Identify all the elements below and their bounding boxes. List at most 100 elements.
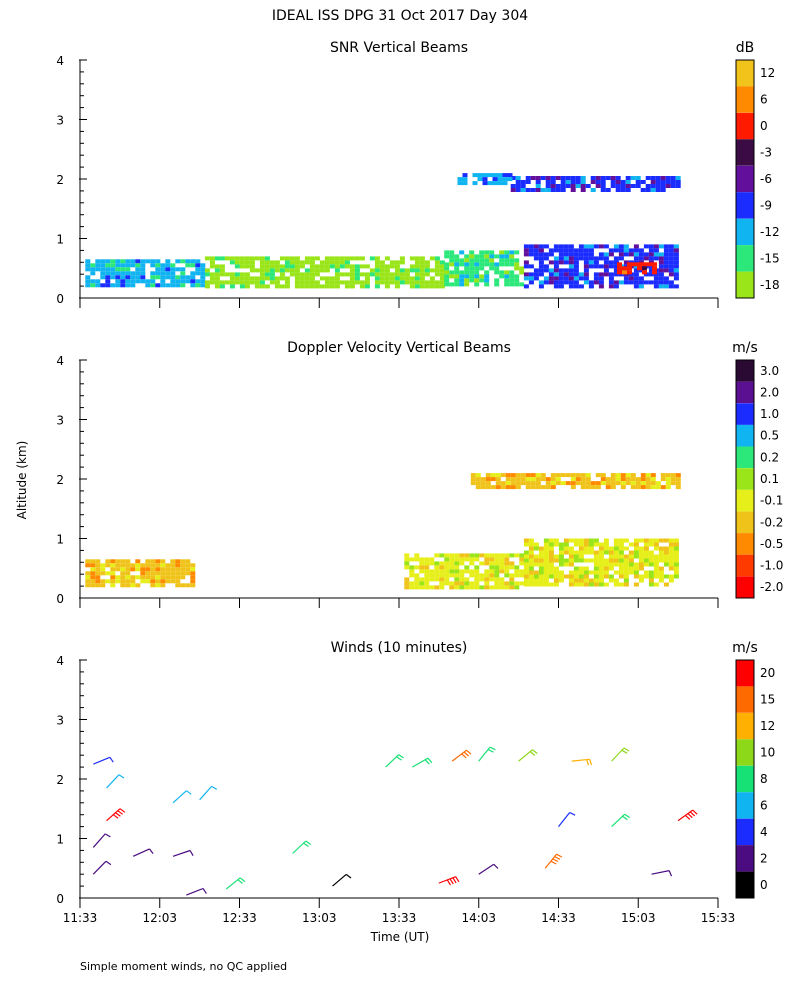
heatmap-cell bbox=[638, 562, 644, 567]
heatmap-cell bbox=[449, 553, 455, 558]
y-tick-label: 4 bbox=[56, 654, 64, 668]
heatmap-cell bbox=[204, 280, 210, 285]
heatmap-cell bbox=[650, 481, 656, 486]
heatmap-cell bbox=[528, 566, 534, 571]
heatmap-cell bbox=[319, 276, 325, 281]
heatmap-cell bbox=[588, 284, 594, 289]
heatmap-cell bbox=[514, 569, 520, 574]
heatmap-cell bbox=[588, 542, 594, 547]
heatmap-cell bbox=[110, 271, 116, 276]
heatmap-cell bbox=[90, 575, 96, 580]
heatmap-cell bbox=[459, 573, 465, 578]
heatmap-cell bbox=[115, 567, 121, 572]
heatmap-cell bbox=[504, 557, 510, 562]
heatmap-cell bbox=[264, 256, 270, 261]
heatmap-cell bbox=[595, 485, 601, 490]
heatmap-cell bbox=[663, 256, 669, 261]
heatmap-cell bbox=[170, 283, 176, 288]
heatmap-cell bbox=[573, 578, 579, 583]
colorbar-swatch bbox=[736, 381, 754, 404]
heatmap-cell bbox=[643, 550, 649, 555]
heatmap-cell bbox=[633, 538, 639, 543]
heatmap-cell bbox=[479, 561, 485, 566]
heatmap-cell bbox=[419, 264, 425, 269]
heatmap-cell bbox=[633, 542, 639, 547]
heatmap-cell bbox=[180, 575, 186, 580]
heatmap-cell bbox=[499, 254, 505, 259]
heatmap-cell bbox=[489, 577, 495, 582]
heatmap-cell bbox=[548, 550, 554, 555]
heatmap-cell bbox=[439, 553, 445, 558]
heatmap-cell bbox=[170, 567, 176, 572]
heatmap-cell bbox=[645, 485, 651, 490]
heatmap-cell bbox=[379, 280, 385, 285]
heatmap-cell bbox=[419, 284, 425, 289]
heatmap-cell bbox=[598, 570, 604, 575]
colorbar-label: -2.0 bbox=[760, 580, 783, 594]
heatmap-cell bbox=[90, 567, 96, 572]
heatmap-cell bbox=[583, 546, 589, 551]
heatmap-cell bbox=[520, 481, 526, 486]
heatmap-cell bbox=[563, 252, 569, 257]
heatmap-cell bbox=[553, 260, 559, 265]
heatmap-cell bbox=[563, 260, 569, 265]
barb-flag bbox=[550, 860, 557, 865]
heatmap-cell bbox=[259, 264, 265, 269]
barb-shaft bbox=[172, 790, 187, 804]
heatmap-cell bbox=[469, 266, 475, 271]
heatmap-cell bbox=[648, 582, 654, 587]
heatmap-cell bbox=[480, 485, 486, 490]
heatmap-cell bbox=[110, 267, 116, 272]
heatmap-cell bbox=[499, 274, 505, 279]
y-tick-label: 2 bbox=[56, 473, 64, 487]
heatmap-cell bbox=[424, 569, 430, 574]
heatmap-cell bbox=[668, 538, 674, 543]
heatmap-cell bbox=[229, 280, 235, 285]
heatmap-cell bbox=[214, 276, 220, 281]
barb-flag bbox=[624, 813, 630, 819]
heatmap-cell bbox=[625, 184, 631, 188]
heatmap-cell bbox=[648, 256, 654, 261]
heatmap-cell bbox=[429, 561, 435, 566]
heatmap-cell bbox=[374, 272, 380, 277]
heatmap-cell bbox=[224, 272, 230, 277]
heatmap-cell bbox=[652, 266, 657, 271]
heatmap-cell bbox=[409, 264, 415, 269]
heatmap-cell bbox=[150, 271, 156, 276]
heatmap-cell bbox=[125, 567, 131, 572]
heatmap-cell bbox=[444, 250, 450, 255]
heatmap-cell bbox=[658, 566, 664, 571]
heatmap-cell bbox=[608, 284, 614, 289]
heatmap-cell bbox=[648, 538, 654, 543]
heatmap-cell bbox=[608, 272, 614, 277]
heatmap-cell bbox=[515, 473, 521, 478]
barb-shaft bbox=[106, 808, 121, 822]
heatmap-cell bbox=[299, 280, 305, 285]
heatmap-cell bbox=[234, 272, 240, 277]
heatmap-cell bbox=[625, 473, 631, 478]
heatmap-cell bbox=[623, 244, 629, 249]
heatmap-cell bbox=[528, 550, 534, 555]
heatmap-cell bbox=[209, 276, 215, 281]
heatmap-cell bbox=[294, 284, 300, 289]
heatmap-cell bbox=[553, 566, 559, 571]
barb-flag bbox=[621, 749, 628, 754]
heatmap-cell bbox=[638, 554, 644, 559]
heatmap-cell bbox=[613, 578, 619, 583]
heatmap-cell bbox=[454, 262, 460, 267]
heatmap-cell bbox=[665, 485, 671, 490]
heatmap-cell bbox=[384, 264, 390, 269]
barb-shaft bbox=[411, 757, 429, 768]
heatmap-cell bbox=[613, 558, 619, 563]
heatmap-cell bbox=[145, 259, 151, 264]
heatmap-cell bbox=[643, 554, 649, 559]
heatmap-cell bbox=[364, 280, 370, 285]
heatmap-cell bbox=[673, 570, 679, 575]
heatmap-cell bbox=[85, 275, 91, 280]
heatmap-cell bbox=[633, 562, 639, 567]
heatmap-cell bbox=[548, 566, 554, 571]
heatmap-cell bbox=[505, 485, 511, 490]
heatmap-cell bbox=[190, 275, 196, 280]
heatmap-cell bbox=[175, 563, 181, 568]
